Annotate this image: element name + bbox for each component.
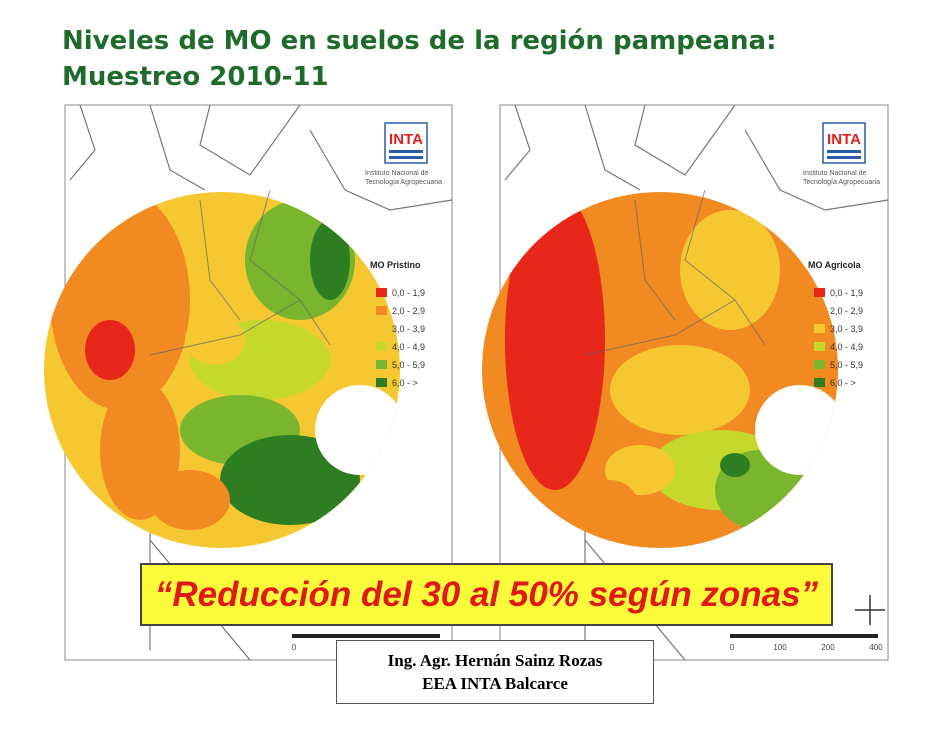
logo-stripe [389, 150, 423, 153]
legend-swatch [814, 306, 825, 315]
logo-stripe [389, 156, 423, 159]
legend-label: 2,0 - 2,9 [392, 306, 425, 316]
legend-swatch [376, 360, 387, 369]
legend-label: 0,0 - 1,9 [830, 288, 863, 298]
map-pristino [44, 192, 400, 548]
legend-label: 4,0 - 4,9 [830, 342, 863, 352]
legend-label: 4,0 - 4,9 [392, 342, 425, 352]
legend-swatch [814, 288, 825, 297]
scale-label: 400 [869, 643, 883, 652]
scale-label: 0 [292, 643, 297, 652]
legend-swatch [814, 378, 825, 387]
legend-swatch [376, 288, 387, 297]
legend-label: 6,0 - > [830, 378, 856, 388]
legend-swatch [814, 342, 825, 351]
legend-swatch [376, 324, 387, 333]
title-line: Muestreo 2010-11 [62, 62, 329, 92]
logo: INTA [389, 131, 423, 148]
logo: INTA [827, 131, 861, 148]
legend-label: 3,0 - 3,9 [830, 324, 863, 334]
scale-bar [730, 634, 878, 638]
legend-swatch [814, 360, 825, 369]
legend-swatch [376, 306, 387, 315]
logo-stripe [827, 150, 861, 153]
credit-line: Ing. Agr. Hernán Sainz Rozas [387, 651, 603, 670]
legend-title: MO Pristino [370, 260, 421, 270]
legend-title: MO Agricola [808, 260, 862, 270]
scale-label: 100 [773, 643, 787, 652]
institute: Instituto Nacional de [803, 170, 867, 177]
credit-line: EEA INTA Balcarce [422, 674, 568, 693]
scale-label: 0 [730, 643, 735, 652]
institute: Tecnología Agropecuaria [365, 179, 442, 186]
legend-swatch [376, 342, 387, 351]
legend-label: 3,0 - 3,9 [392, 324, 425, 334]
banner: “Reducción del 30 al 50% según zonas” [140, 563, 833, 626]
title-line: Niveles de MO en suelos de la región pam… [62, 26, 777, 56]
legend-swatch [376, 378, 387, 387]
legend-label: 0,0 - 1,9 [392, 288, 425, 298]
logo-stripe [827, 156, 861, 159]
institute: Instituto Nacional de [365, 170, 429, 177]
credit: Ing. Agr. Hernán Sainz Rozas EEA INTA Ba… [336, 640, 654, 704]
north-arrow [855, 595, 885, 625]
scale-bar [292, 634, 440, 638]
legend-swatch [814, 324, 825, 333]
legend-label: 6,0 - > [392, 378, 418, 388]
legend-label: 5,0 - 5,9 [392, 360, 425, 370]
institute: Tecnología Agropecuaria [803, 179, 880, 186]
legend-label: 2,0 - 2,9 [830, 306, 863, 316]
scale-label: 200 [821, 643, 835, 652]
legend-label: 5,0 - 5,9 [830, 360, 863, 370]
